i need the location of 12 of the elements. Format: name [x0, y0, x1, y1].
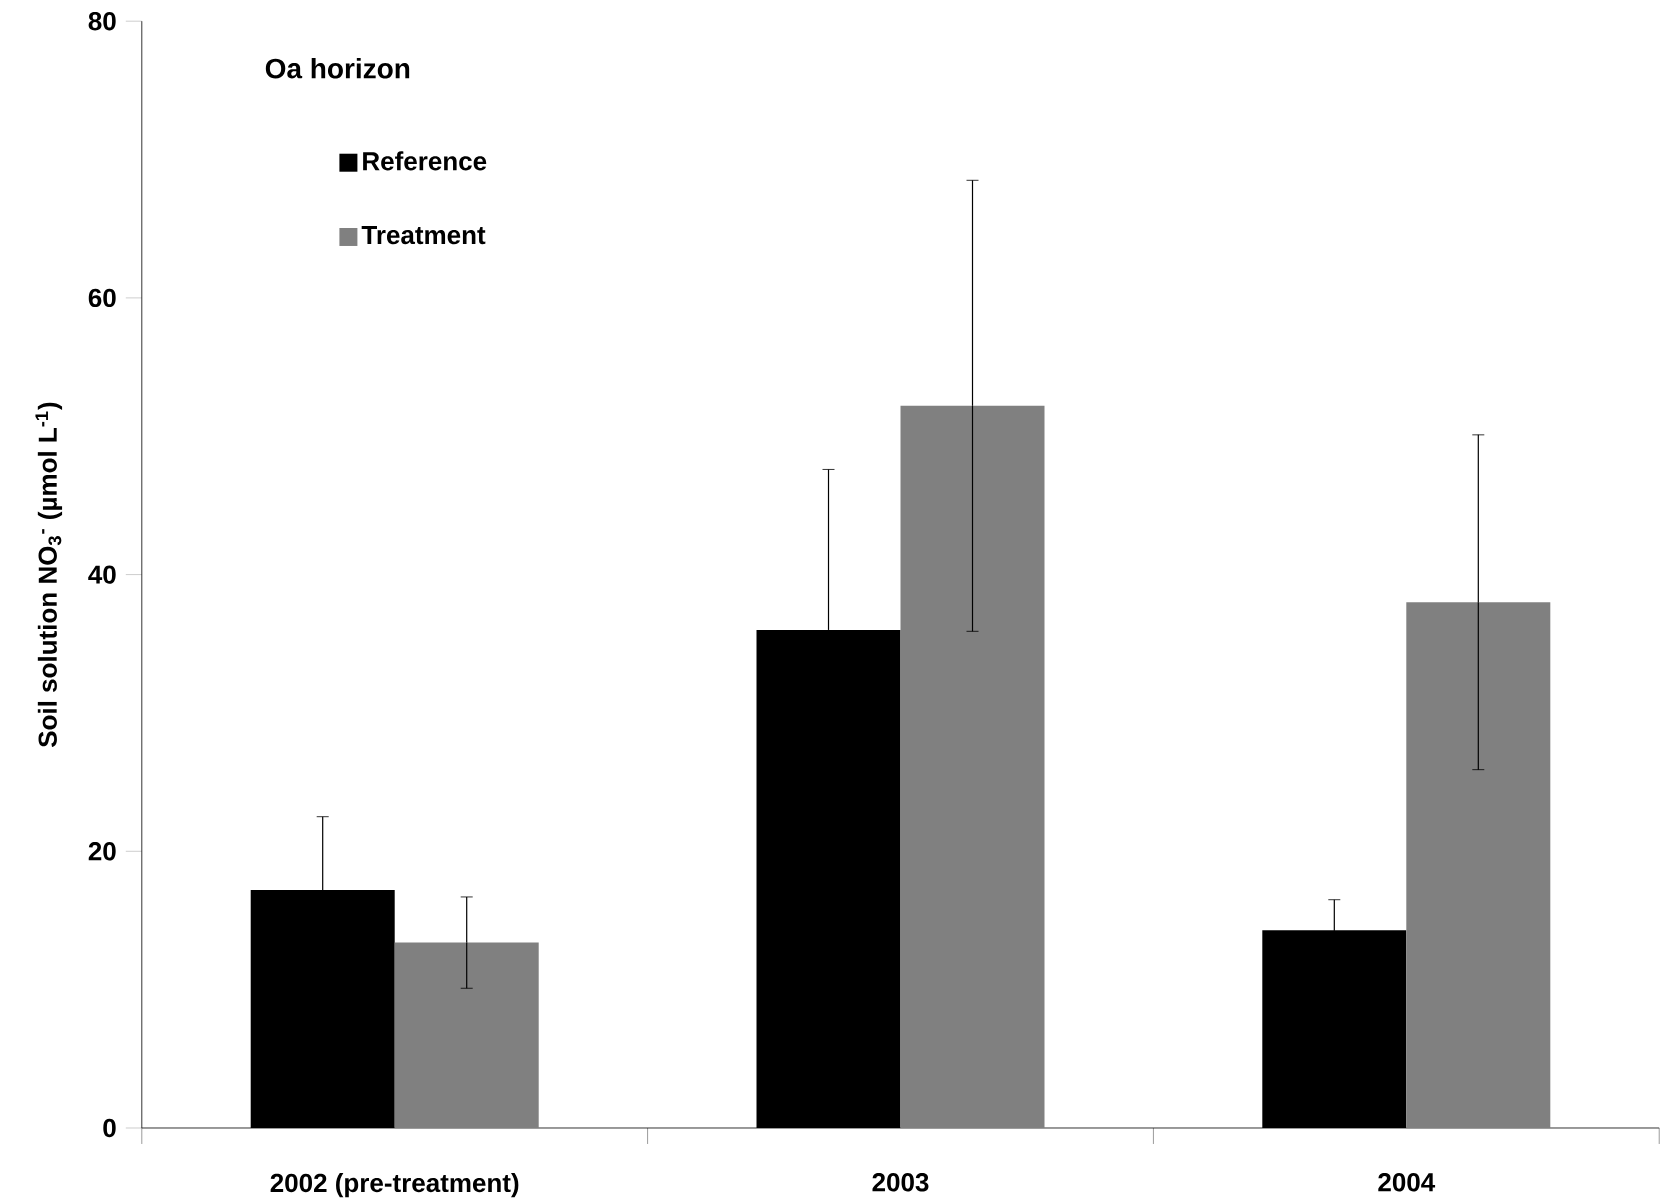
y-tick-label: 20 [88, 842, 116, 861]
legend-label: Reference [363, 151, 487, 171]
x-tick-label: 2004 [1378, 1173, 1436, 1192]
y-tick-label: 0 [103, 1118, 116, 1138]
x-tick-label: 2003 [872, 1173, 929, 1192]
y-tick-label: 80 [88, 11, 116, 31]
y-tick-label: 60 [88, 288, 116, 308]
legend-label: Treatment [361, 226, 486, 245]
x-tick-label: 2002 (pre-treatment) [270, 1173, 519, 1198]
y-axis-title: Soil solution NO$_{3}$$^{-}$ (µmol L$^{-1}$) [35, 402, 63, 748]
y-tick-label: 40 [88, 565, 116, 584]
annotation: Oa horizon [265, 57, 410, 79]
